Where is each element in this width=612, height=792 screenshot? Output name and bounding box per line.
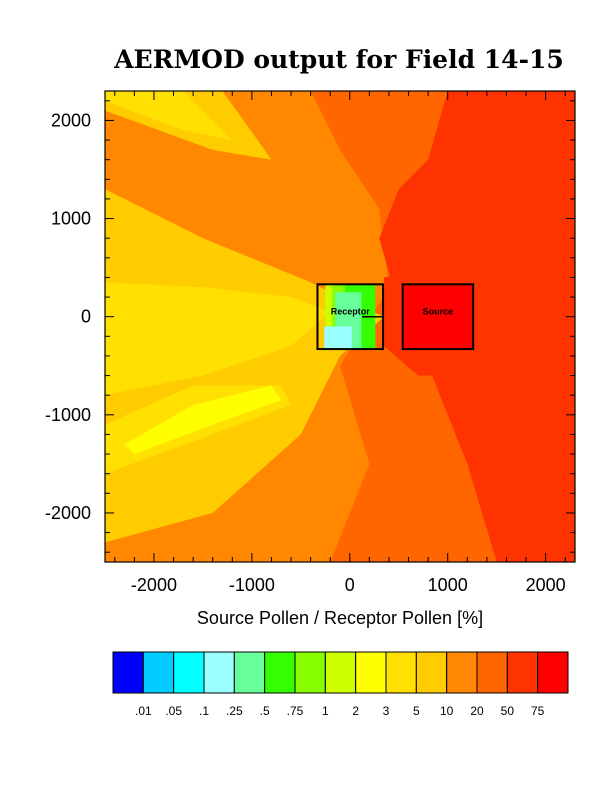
colorbar-label: .75 <box>287 704 304 718</box>
colorbar-label: .25 <box>226 704 243 718</box>
colorbar-swatch <box>203 651 235 694</box>
colorbar-swatch <box>355 651 387 694</box>
colorbar-label: .01 <box>135 704 152 718</box>
y-tick-label: 2000 <box>51 110 91 130</box>
colorbar-swatch <box>446 651 478 694</box>
colorbar-swatch <box>233 651 266 694</box>
x-tick-label: -2000 <box>131 575 177 595</box>
colorbar-label: 20 <box>470 704 484 718</box>
y-tick-label: 0 <box>81 307 91 327</box>
colorbar-label: 3 <box>383 704 390 718</box>
colorbar-swatch <box>294 651 326 694</box>
colorbar-label: 10 <box>440 704 454 718</box>
contour-plot <box>105 91 575 562</box>
colorbar-label: 1 <box>322 704 329 718</box>
colorbar: .01 .05 .1 .25 .5 .75 1 2 3 5 10 20 50 75 <box>112 651 569 718</box>
source-box <box>401 283 475 351</box>
x-tick-label: 2000 <box>526 575 566 595</box>
x-tick-label: 0 <box>345 575 355 595</box>
annotation-boxes: Receptor Source <box>316 283 475 351</box>
contour-region-3 <box>105 189 385 543</box>
colorbar-label: 5 <box>413 704 420 718</box>
chart-title: AERMOD output for Field 14-15 <box>113 45 563 74</box>
colorbar-label: 75 <box>531 704 545 718</box>
contour-region-8 <box>105 91 233 141</box>
colorbar-label: 50 <box>501 704 515 718</box>
y-tick-label: 1000 <box>51 209 91 229</box>
colorbar-swatch <box>142 651 175 694</box>
colorbar-swatch <box>506 651 539 694</box>
y-tick-label: -1000 <box>45 405 91 425</box>
x-tick-label: -1000 <box>229 575 275 595</box>
contour-region-4 <box>105 282 331 396</box>
colorbar-swatch <box>324 651 357 694</box>
contour-region-6 <box>124 385 282 455</box>
x-tick-label: 1000 <box>428 575 468 595</box>
y-tick-label: -2000 <box>45 503 91 523</box>
receptor-label: Receptor <box>331 307 371 317</box>
colorbar-label: 2 <box>352 704 359 718</box>
colorbar-label: .05 <box>165 704 182 718</box>
colorbar-swatch <box>415 651 448 694</box>
contour-region-15 <box>402 284 474 350</box>
plot-frame <box>104 90 576 563</box>
colorbar-swatch <box>112 651 144 694</box>
colorbar-swatch <box>537 651 569 694</box>
colorbar-swatch <box>476 651 508 694</box>
source-label: Source <box>423 307 454 317</box>
colorbar-swatch <box>173 651 205 694</box>
x-axis-label: Source Pollen / Receptor Pollen [%] <box>197 608 483 628</box>
axis-ticks: -2000 -1000 0 1000 2000 2000 1000 0 -1000 -2000 <box>45 91 575 595</box>
contour-region-13 <box>324 326 352 350</box>
colorbar-label: .1 <box>199 704 209 718</box>
colorbar-swatch <box>385 651 417 694</box>
colorbar-swatch <box>264 651 296 694</box>
colorbar-label: .5 <box>260 704 270 718</box>
